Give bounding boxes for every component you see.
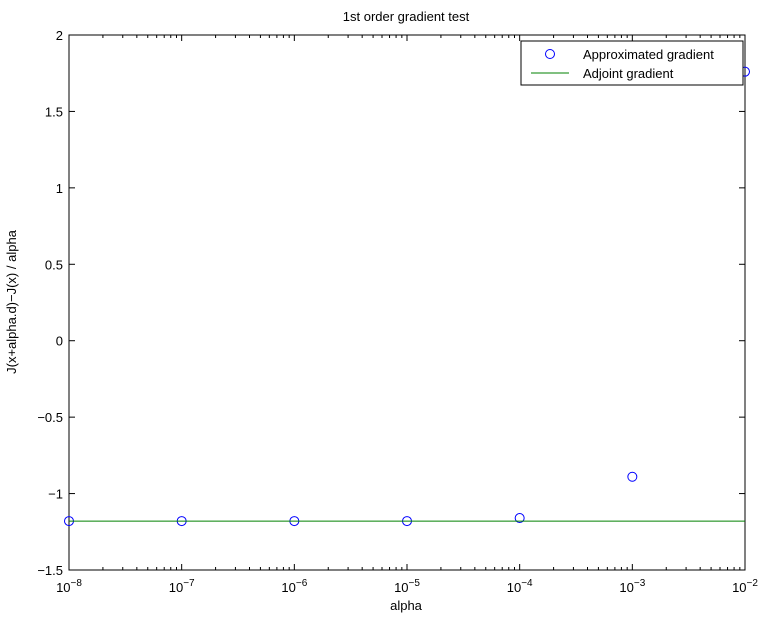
y-axis-label: J(x+alpha.d)−J(x) / alpha — [4, 229, 19, 374]
x-tick-label: 10−6 — [281, 578, 307, 595]
chart-title: 1st order gradient test — [343, 9, 470, 24]
legend-entry-label: Approximated gradient — [583, 47, 714, 62]
y-tick-label: 0.5 — [45, 257, 63, 272]
x-tick-exponent: −5 — [409, 578, 421, 589]
y-tick-label: −1.5 — [37, 563, 63, 578]
x-tick-label: 10−5 — [394, 578, 420, 595]
x-tick-exponent: −4 — [521, 578, 533, 589]
legend-box — [520, 40, 744, 86]
x-tick-exponent: −6 — [296, 578, 308, 589]
x-tick-exponent: −2 — [747, 578, 759, 589]
x-tick-exponent: −3 — [634, 578, 646, 589]
x-tick-label: 10−7 — [169, 578, 195, 595]
x-tick-exponent: −8 — [71, 578, 83, 589]
x-tick-base: 10 — [169, 580, 183, 595]
x-axis-label: alpha — [390, 598, 423, 613]
x-tick-exponent: −7 — [183, 578, 195, 589]
x-tick-base: 10 — [394, 580, 408, 595]
y-axis-ticks: −1.5 −1 −0.5 0 0.5 1 1.5 2 — [37, 28, 745, 578]
x-tick-base: 10 — [56, 580, 70, 595]
legend-entry-label: Adjoint gradient — [583, 66, 674, 81]
x-tick-base: 10 — [507, 580, 521, 595]
x-tick-base: 10 — [281, 580, 295, 595]
data-point-approximated-gradient — [514, 513, 525, 524]
plot-area — [68, 34, 746, 571]
y-tick-label: −0.5 — [37, 410, 63, 425]
legend-marker-swatch — [545, 49, 555, 59]
y-tick-label: 1.5 — [45, 104, 63, 119]
x-tick-label: 10−4 — [507, 578, 533, 595]
x-tick-base: 10 — [619, 580, 633, 595]
x-tick-label: 10−3 — [619, 578, 645, 595]
series-layer — [64, 66, 750, 527]
legend: Approximated gradient Adjoint gradient — [520, 40, 744, 86]
y-tick-label: −1 — [48, 487, 63, 502]
data-point-approximated-gradient — [627, 471, 638, 482]
x-tick-label: 10−8 — [56, 578, 82, 595]
y-tick-label: 0 — [56, 334, 63, 349]
y-tick-label: 2 — [56, 28, 63, 43]
y-tick-label: 1 — [56, 181, 63, 196]
x-tick-base: 10 — [732, 580, 746, 595]
x-axis-ticks: 10−8 10−7 10−6 10−5 10−4 10−3 10−2 — [56, 35, 758, 595]
x-tick-label: 10−2 — [732, 578, 758, 595]
